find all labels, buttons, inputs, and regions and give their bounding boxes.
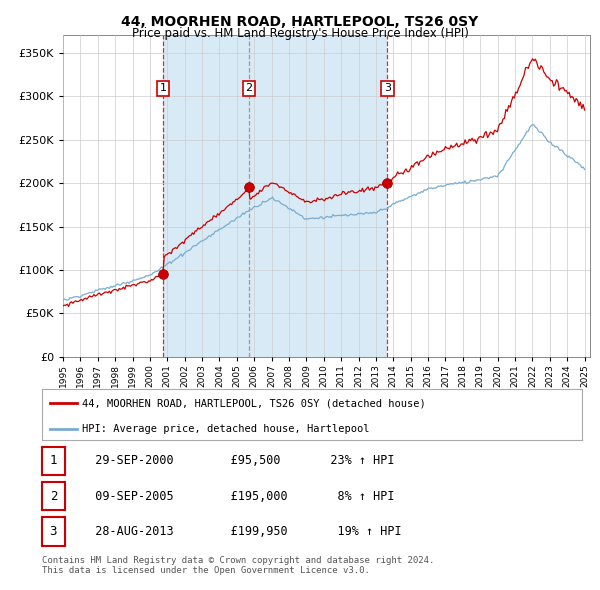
Text: 2: 2	[50, 490, 57, 503]
Text: HPI: Average price, detached house, Hartlepool: HPI: Average price, detached house, Hart…	[83, 424, 370, 434]
Text: 1: 1	[160, 83, 166, 93]
Text: 44, MOORHEN ROAD, HARTLEPOOL, TS26 0SY (detached house): 44, MOORHEN ROAD, HARTLEPOOL, TS26 0SY (…	[83, 398, 426, 408]
Bar	[249, 35, 387, 357]
Text: 3: 3	[50, 525, 57, 538]
Bar	[163, 35, 249, 357]
Text: 29-SEP-2000        £95,500       23% ↑ HPI: 29-SEP-2000 £95,500 23% ↑ HPI	[81, 454, 395, 467]
Text: Contains HM Land Registry data © Crown copyright and database right 2024.: Contains HM Land Registry data © Crown c…	[42, 556, 434, 565]
Text: Price paid vs. HM Land Registry's House Price Index (HPI): Price paid vs. HM Land Registry's House …	[131, 27, 469, 40]
Text: 1: 1	[50, 454, 57, 467]
Text: 28-AUG-2013        £199,950       19% ↑ HPI: 28-AUG-2013 £199,950 19% ↑ HPI	[81, 525, 401, 538]
Text: 09-SEP-2005        £195,000       8% ↑ HPI: 09-SEP-2005 £195,000 8% ↑ HPI	[81, 490, 395, 503]
Text: 2: 2	[245, 83, 253, 93]
Text: 44, MOORHEN ROAD, HARTLEPOOL, TS26 0SY: 44, MOORHEN ROAD, HARTLEPOOL, TS26 0SY	[121, 15, 479, 29]
Text: This data is licensed under the Open Government Licence v3.0.: This data is licensed under the Open Gov…	[42, 566, 370, 575]
Text: 3: 3	[384, 83, 391, 93]
